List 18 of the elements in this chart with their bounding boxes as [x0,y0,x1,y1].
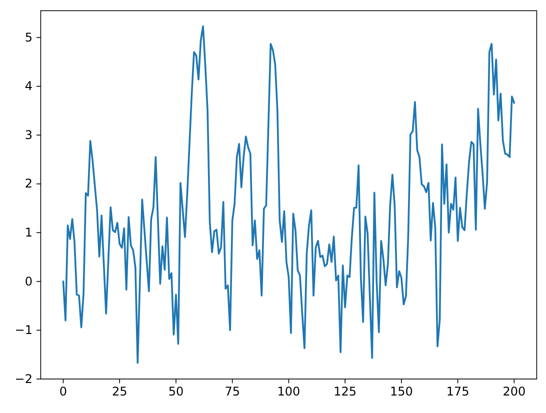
x-tick-label: 25 [112,384,128,399]
x-tick-label: 100 [277,384,300,399]
y-tick-label: −1 [14,323,32,338]
x-tick-label: 0 [59,384,68,399]
x-tick-label: 200 [502,384,526,399]
y-tick-label: 5 [24,30,32,44]
x-tick-label: 150 [390,384,413,399]
y-tick-label: 3 [24,128,32,142]
y-tick-label: 1 [24,225,32,240]
x-tick-label: 75 [224,384,240,399]
y-tick-label: −2 [14,372,32,386]
y-tick-label: 2 [24,176,32,191]
x-tick-label: 50 [168,384,184,399]
y-tick-label: 0 [24,274,32,288]
x-tick-label: 175 [446,384,470,399]
x-tick-label: 125 [334,384,357,399]
y-tick-label: 4 [24,79,32,94]
line-series [62,25,516,364]
